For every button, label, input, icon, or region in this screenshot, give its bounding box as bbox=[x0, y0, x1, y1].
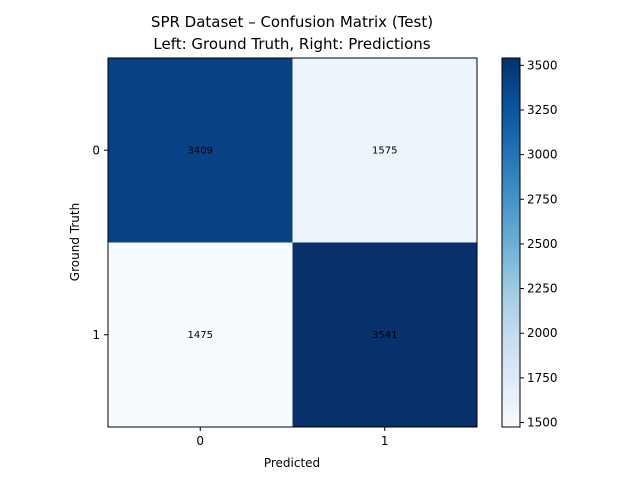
colorbar-tick-label: 2750 bbox=[527, 192, 558, 206]
colorbar-tick-label: 3250 bbox=[527, 103, 558, 117]
colorbar-tick-label: 2500 bbox=[527, 237, 558, 251]
colorbar: 1500 1750 2000 2250 2500 2750 3000 3250 3500 bbox=[501, 57, 558, 430]
chart-title-line-2: Left: Ground Truth, Right: Predictions bbox=[153, 35, 430, 53]
colorbar-tick-label: 2000 bbox=[527, 326, 558, 340]
heatmap-cells: 3409 1575 1475 3541 bbox=[108, 58, 477, 427]
colorbar-gradient bbox=[501, 57, 521, 428]
x-axis-label: Predicted bbox=[264, 456, 320, 470]
chart-title-line-1: SPR Dataset – Confusion Matrix (Test) bbox=[151, 13, 433, 31]
plot-frame bbox=[107, 57, 478, 428]
heatmap-cell-0-1 bbox=[292, 58, 477, 243]
y-axis-label: Ground Truth bbox=[68, 203, 82, 281]
cell-value-label-0-1: 1575 bbox=[372, 145, 397, 156]
colorbar-tick-label: 2250 bbox=[527, 282, 558, 296]
cell-value-label-0-0: 3409 bbox=[188, 145, 213, 156]
heatmap-cell-0-0 bbox=[108, 58, 293, 243]
heatmap-cell-1-1 bbox=[292, 242, 477, 427]
x-tick-label: 0 bbox=[196, 434, 204, 448]
heatmap-axes: 0 1 0 1 bbox=[92, 57, 478, 448]
colorbar-tick-label: 1500 bbox=[527, 416, 558, 430]
colorbar-tick-label: 3000 bbox=[527, 148, 558, 162]
colorbar-tick-label: 3500 bbox=[527, 58, 558, 72]
cell-value-label-1-1: 3541 bbox=[372, 330, 397, 341]
colorbar-tick-label: 1750 bbox=[527, 371, 558, 385]
cell-value-label-1-0: 1475 bbox=[188, 330, 213, 341]
heatmap-cell-1-0 bbox=[108, 242, 293, 427]
y-tick-label: 0 bbox=[92, 143, 100, 157]
y-tick-label: 1 bbox=[92, 328, 100, 342]
x-tick-label: 1 bbox=[381, 434, 389, 448]
